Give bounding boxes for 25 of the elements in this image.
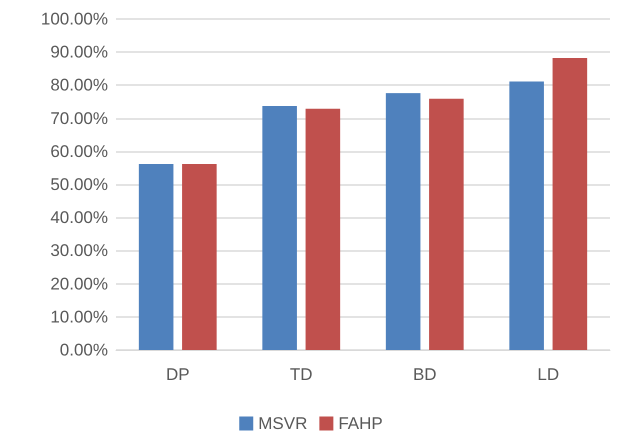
y-tick-label: 0.00%: [60, 340, 108, 360]
y-tick-label: 70.00%: [50, 108, 108, 128]
y-tick-label: 40.00%: [50, 208, 108, 228]
bar: [182, 164, 217, 350]
x-tick-label: DP: [166, 365, 190, 384]
legend-label: FAHP: [338, 414, 383, 433]
bar: [509, 82, 544, 350]
bar: [429, 98, 464, 350]
bar: [262, 106, 297, 350]
y-tick-label: 100.00%: [40, 10, 108, 28]
x-tick-label: LD: [537, 365, 560, 384]
y-tick-label: 90.00%: [50, 42, 108, 62]
legend-label: MSVR: [258, 414, 308, 433]
y-tick-label: 30.00%: [50, 241, 108, 260]
y-tick-label: 50.00%: [50, 175, 108, 194]
x-tick-label: TD: [290, 365, 313, 384]
bar: [138, 164, 174, 350]
bar: [386, 93, 420, 350]
x-tick-label: BD: [412, 365, 437, 384]
y-tick-label: 20.00%: [50, 274, 108, 294]
bar: [552, 58, 588, 350]
y-tick-label: 10.00%: [50, 307, 108, 326]
y-tick-label: 80.00%: [50, 76, 108, 95]
bar: [306, 108, 340, 350]
y-tick-label: 60.00%: [50, 142, 108, 161]
